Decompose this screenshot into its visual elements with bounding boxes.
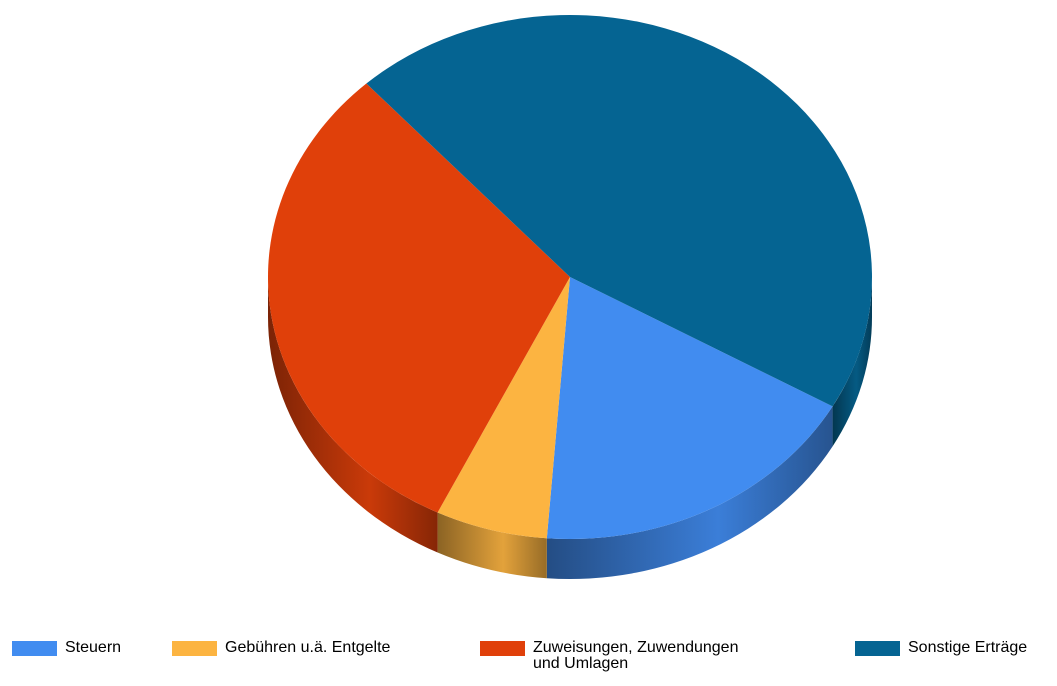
- pie-slice: [366, 14, 873, 407]
- legend-swatch: [172, 641, 217, 656]
- slice-side: [546, 406, 833, 579]
- legend-label: Steuern: [65, 639, 122, 656]
- legend-swatch: [855, 641, 900, 656]
- legend-item: Steuern: [12, 640, 152, 656]
- legend-label: Zuweisungen, Zuwendungen und Umlagen: [533, 639, 739, 672]
- legend-item: Sonstige Erträge: [855, 640, 1055, 656]
- legend-item: Zuweisungen, Zuwendungen und Umlagen: [480, 640, 780, 672]
- pie-sides: [268, 277, 872, 579]
- slice-side: [437, 512, 547, 579]
- pie-area: [267, 14, 873, 579]
- slice-side: [832, 277, 872, 447]
- legend-label: Sonstige Erträge: [908, 639, 1028, 656]
- legend-swatch: [12, 641, 57, 656]
- legend-item: Gebühren u.ä. Entgelte: [172, 640, 462, 656]
- legend: Steuern Gebühren u.ä. Entgelte Zuweisungen…: [0, 640, 1057, 686]
- legend-label: Gebühren u.ä. Entgelte: [225, 639, 391, 656]
- slice-side: [268, 277, 438, 553]
- pie-slice: [437, 277, 570, 539]
- legend-swatch: [480, 641, 525, 656]
- pie-slice: [546, 277, 833, 539]
- pie-slice: [267, 83, 570, 513]
